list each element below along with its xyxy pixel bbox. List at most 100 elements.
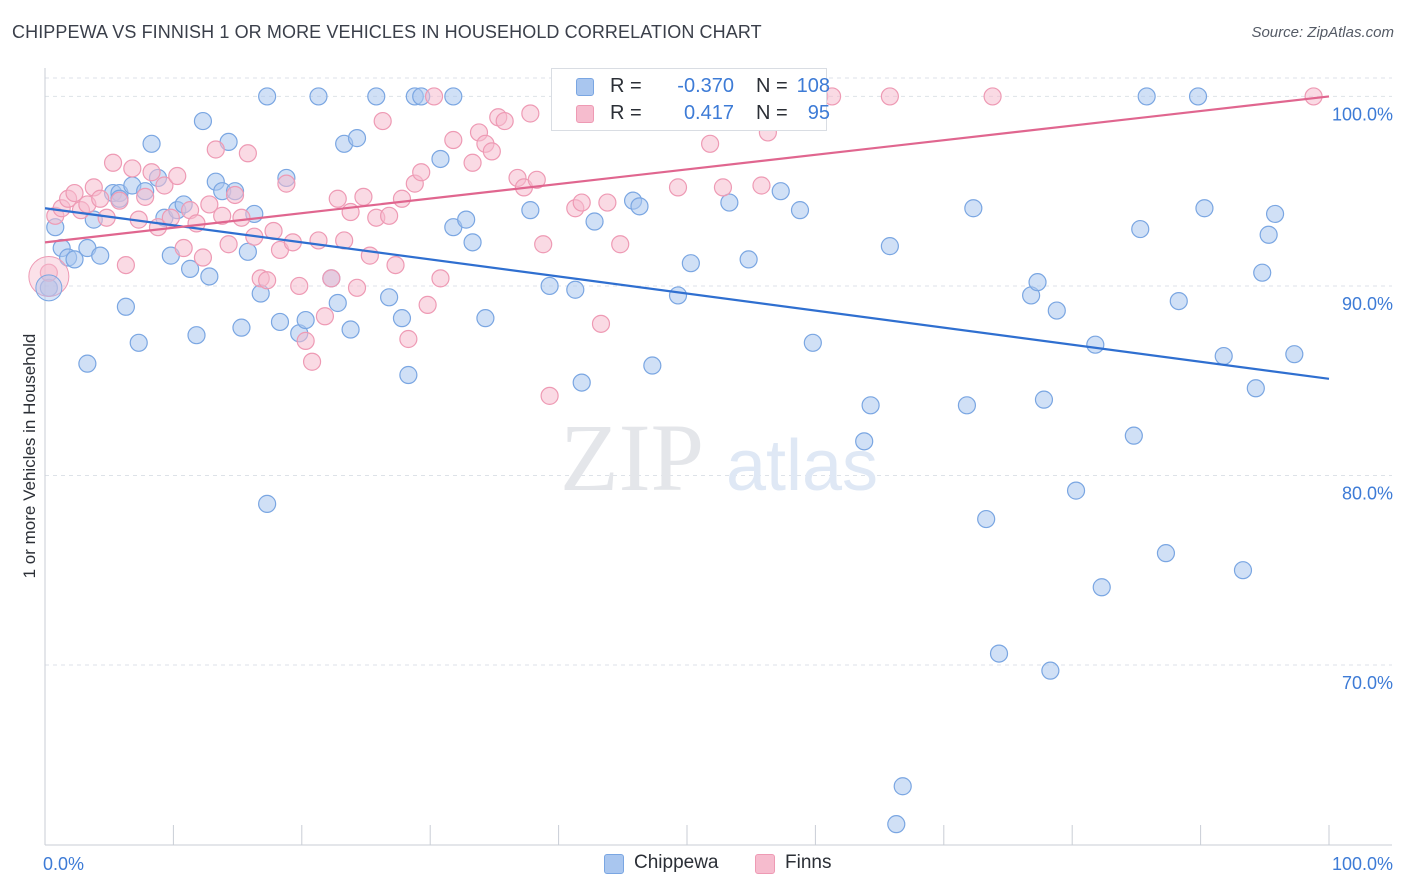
chippewa-point-107 [1285,345,1304,364]
chippewa-point-31 [238,242,257,261]
labels-layer: 70.0% 80.0% 90.0% 100.0% 0.0% 100.0% 1 or more… [20,104,1393,874]
r-label: R = [610,102,642,124]
chippewa-point-105 [1259,225,1278,244]
finns-point-24 [193,248,213,267]
finns-point-84 [701,134,720,153]
n-value: 95 [807,102,830,124]
finns-point-21 [174,238,193,258]
chippewa-point-62 [572,373,591,392]
y-tick-label-70: 70.0% [1342,673,1393,693]
chippewa-point-47 [380,288,399,307]
r-value: -0.370 [677,75,734,97]
chippewa-large-point [35,274,63,302]
chippewa-point-98 [1169,292,1188,311]
finns-point-12 [116,255,135,275]
n-value: 108 [796,75,830,97]
chippewa-point-80 [887,815,906,834]
finns-point-78 [591,314,611,333]
finns-point-59 [418,295,437,314]
n-label: N = [756,75,788,97]
chippewa-point-56 [463,233,482,252]
finns-point-58 [412,163,431,182]
finns-point-8 [91,189,110,208]
chippewa-point-95 [1131,219,1150,239]
chippewa-point-24 [193,111,213,131]
finns-point-34 [258,271,277,290]
y-axis-label: 1 or more Vehicles in Household [20,334,39,579]
finns-point-45 [328,189,347,208]
chippewa-point-63 [585,212,604,231]
finns-point-28 [219,235,238,254]
finns-point-53 [380,206,399,225]
finns-point-54 [386,255,405,275]
chippewa-point-4 [65,250,84,269]
chippewa-point-73 [771,182,790,201]
chippewa-point-35 [258,87,277,106]
chippewa-point-52 [431,149,450,169]
chippewa-point-48 [392,309,412,328]
finns-swatch [576,105,594,123]
watermark: ZIP atlas [560,404,878,511]
chippewa-point-82 [957,396,977,415]
chippewa-point-36 [270,312,290,332]
finns-point-43 [315,307,335,326]
finns-point-39 [290,276,309,296]
chippewa-point-49 [399,365,418,385]
finns-point-49 [354,187,373,206]
chippewa-point-79 [880,237,899,256]
finns-point-41 [302,352,322,371]
chippewa-point-59 [540,276,559,296]
finns-point-29 [225,185,245,205]
finns-point-11 [110,191,129,210]
chippewa-point-104 [1253,263,1272,282]
chippewa-point-93 [1092,578,1111,597]
chippewa-point-75 [790,201,810,220]
finns-point-26 [206,140,225,159]
y-tick-label-80: 80.0% [1342,483,1393,503]
source-label: Source: ZipAtlas.com [1251,24,1394,41]
y-tick-label-90: 90.0% [1342,294,1393,314]
finns-point-86 [752,176,771,195]
chippewa-point-69 [681,254,700,273]
finns-point-18 [155,176,174,195]
correlation-legend: R = -0.370 N = 108 R = 0.417 N = 95 [551,68,830,131]
chippewa-point-68 [668,286,688,305]
chippewa-point-12 [116,297,135,316]
finns-point-74 [540,386,559,405]
chippewa-point-91 [1066,481,1086,500]
finns-point-63 [463,153,482,172]
chippewa-point-39 [296,310,315,330]
chippewa-point-76 [803,333,822,352]
chippewa-swatch [576,78,594,96]
chippewa-point-61 [566,280,585,299]
chippewa-point-22 [180,259,200,278]
finns-point-60 [424,87,444,106]
chippewa-point-46 [367,87,386,106]
finns-point-71 [521,104,540,123]
x-tick-label-min: 0.0% [43,854,84,874]
chippewa-point-53 [444,87,463,106]
watermark-atlas: atlas [726,426,878,506]
n-label: N = [756,102,788,124]
chippewa-point-90 [1047,301,1066,320]
finns-point-61 [431,269,450,288]
chippewa-point-101 [1214,346,1233,366]
finns-point-27 [213,206,232,225]
finns-point-68 [495,111,514,131]
finns-point-79 [598,193,617,212]
finns-point-31 [238,144,257,163]
finns-point-56 [399,329,418,349]
chippewa-point-89 [1041,661,1060,680]
chippewa-point-97 [1156,544,1176,563]
chippewa-swatch [604,854,624,874]
finns-point-40 [296,331,315,350]
finns-point-91 [880,87,899,106]
chippewa-point-72 [739,250,758,269]
finns-point-92 [983,87,1002,106]
chippewa-point-100 [1195,199,1214,218]
chippewa-point-71 [720,193,739,212]
chart-title: CHIPPEWA VS FINNISH 1 OR MORE VEHICLES I… [12,22,762,42]
finns-point-72 [527,170,546,189]
finns-point-13 [123,159,142,178]
